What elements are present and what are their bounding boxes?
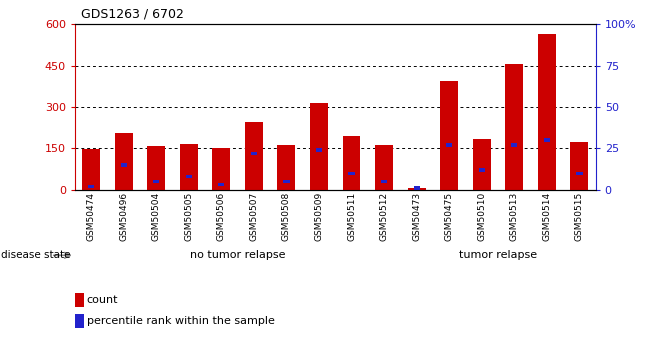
- Bar: [446, 144, 452, 147]
- Text: GSM50510: GSM50510: [477, 192, 486, 241]
- Text: GSM50496: GSM50496: [119, 192, 128, 241]
- Bar: [544, 138, 550, 142]
- Bar: [538, 34, 556, 190]
- Bar: [277, 145, 296, 190]
- Bar: [310, 103, 328, 190]
- Bar: [82, 149, 100, 190]
- Bar: [381, 180, 387, 183]
- Text: no tumor relapse: no tumor relapse: [190, 250, 285, 260]
- Bar: [115, 133, 133, 190]
- Text: GSM50507: GSM50507: [249, 192, 258, 241]
- Bar: [375, 145, 393, 190]
- Text: GSM50511: GSM50511: [347, 192, 356, 241]
- Bar: [120, 163, 127, 167]
- Text: percentile rank within the sample: percentile rank within the sample: [87, 316, 275, 326]
- Bar: [408, 188, 426, 190]
- Bar: [576, 171, 583, 175]
- Text: GSM50505: GSM50505: [184, 192, 193, 241]
- Text: GSM50508: GSM50508: [282, 192, 291, 241]
- Bar: [153, 180, 159, 183]
- Bar: [478, 168, 485, 171]
- Bar: [413, 186, 420, 190]
- Bar: [88, 185, 94, 188]
- Bar: [186, 175, 192, 178]
- Text: GSM50504: GSM50504: [152, 192, 161, 241]
- Bar: [212, 148, 230, 190]
- Bar: [147, 146, 165, 190]
- Text: GSM50506: GSM50506: [217, 192, 226, 241]
- Bar: [180, 144, 198, 190]
- Text: GSM50509: GSM50509: [314, 192, 324, 241]
- Text: GSM50475: GSM50475: [445, 192, 454, 241]
- Bar: [251, 152, 257, 155]
- Text: GSM50515: GSM50515: [575, 192, 584, 241]
- Text: disease state: disease state: [1, 250, 70, 260]
- Bar: [245, 122, 263, 190]
- Text: GSM50512: GSM50512: [380, 192, 389, 241]
- Bar: [348, 171, 355, 175]
- Bar: [218, 183, 225, 186]
- Bar: [570, 142, 589, 190]
- Text: GDS1263 / 6702: GDS1263 / 6702: [81, 8, 184, 21]
- Text: tumor relapse: tumor relapse: [459, 250, 537, 260]
- Bar: [440, 81, 458, 190]
- Text: GSM50474: GSM50474: [87, 192, 96, 241]
- Bar: [316, 148, 322, 152]
- Bar: [283, 180, 290, 183]
- Bar: [511, 144, 518, 147]
- Bar: [505, 64, 523, 190]
- Bar: [473, 139, 491, 190]
- Text: GSM50473: GSM50473: [412, 192, 421, 241]
- Bar: [342, 137, 361, 190]
- Text: GSM50514: GSM50514: [542, 192, 551, 241]
- Text: count: count: [87, 295, 118, 305]
- Text: GSM50513: GSM50513: [510, 192, 519, 241]
